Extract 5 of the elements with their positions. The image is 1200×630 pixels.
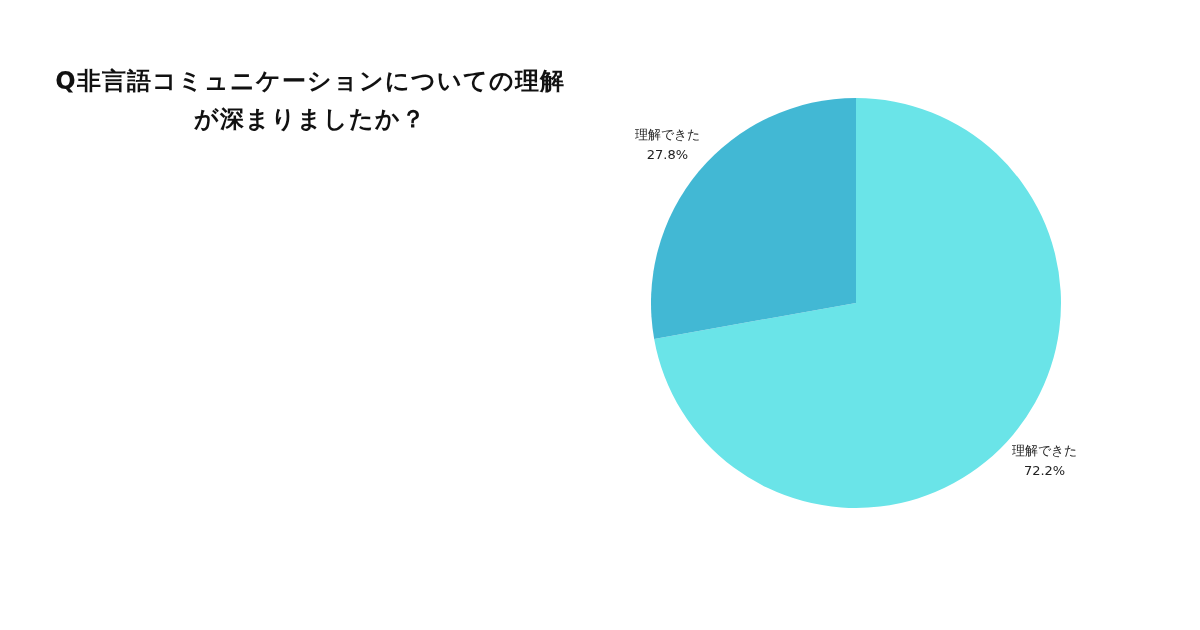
text: Q非言語コミュニケーションについての理解が深まりましたか？ [54,66,566,135]
slice-label: 理解できた [1012,442,1078,458]
data-label: 27.8% [646,147,689,163]
slice-label: 理解できた [634,127,700,143]
data-label: 72.2% [1023,462,1066,478]
